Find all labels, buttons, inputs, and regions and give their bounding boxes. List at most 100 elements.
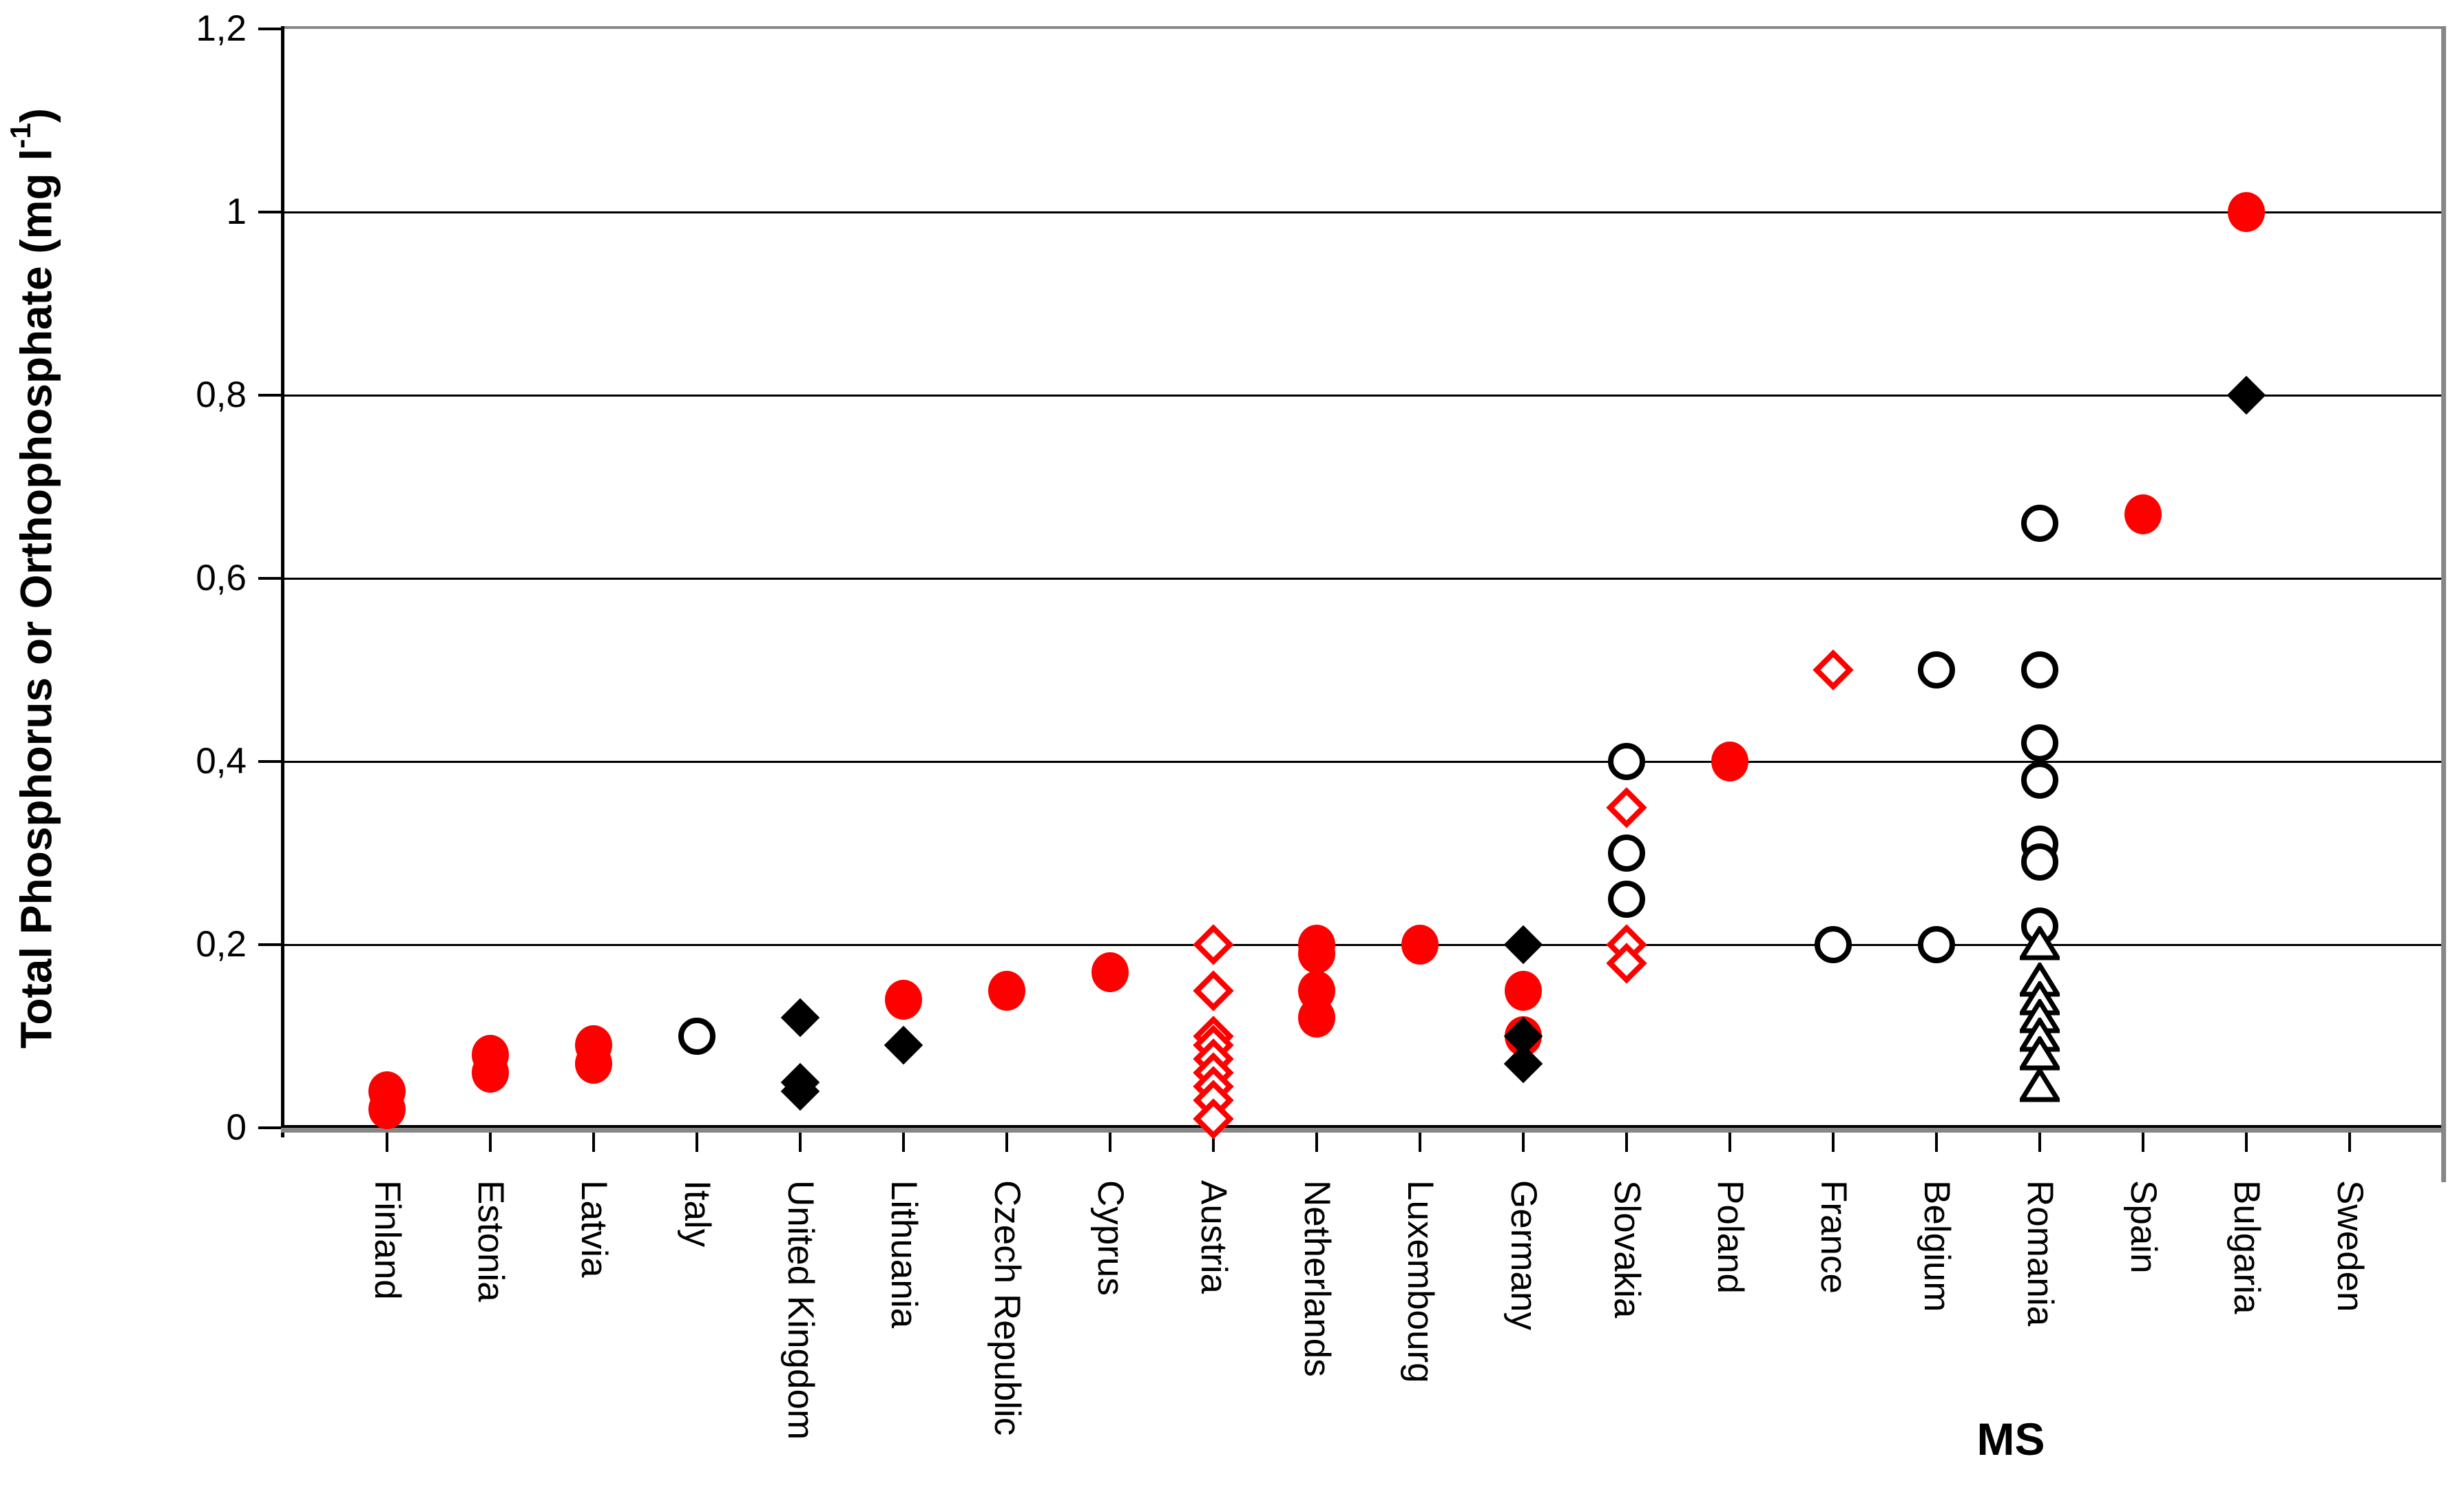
y-axis-title-superscript: -1 (4, 123, 36, 149)
marker-red-open-diamond (1193, 924, 1234, 965)
x-category-label-finland: Finland (367, 1180, 408, 1300)
marker-red-filled-circle (1401, 925, 1439, 965)
x-tick-mark (386, 1133, 388, 1152)
marker-black-open-triangle (2020, 926, 2060, 960)
x-tick-mark (2245, 1133, 2248, 1152)
x-tick-mark (1212, 1133, 1215, 1152)
marker-red-filled-circle (1298, 934, 1335, 974)
marker-red-filled-circle (368, 1089, 406, 1130)
marker-black-open-circle (2021, 724, 2058, 762)
y-tick-label: 0 (226, 1107, 247, 1148)
marker-red-filled-circle (472, 1053, 509, 1093)
y-tick-mark (258, 211, 281, 213)
x-category-label-czech-republic: Czech Republic (987, 1180, 1027, 1436)
marker-red-filled-circle (1298, 998, 1335, 1038)
marker-red-open-diamond (1193, 969, 1234, 1011)
x-tick-mark (1832, 1133, 1835, 1152)
y-tick-label: 0,2 (196, 924, 247, 965)
marker-black-filled-diamond (884, 1026, 923, 1065)
marker-black-open-triangle (2020, 1068, 2060, 1102)
x-category-label-germany: Germany (1503, 1180, 1544, 1330)
marker-red-filled-circle (885, 979, 922, 1020)
plot-area (258, 26, 2446, 1182)
x-tick-mark (696, 1133, 698, 1152)
marker-red-filled-circle (2124, 494, 2162, 534)
gridline-y-0.8 (284, 394, 2441, 397)
y-tick-mark (258, 943, 281, 946)
marker-black-filled-diamond (2226, 375, 2266, 415)
x-category-label-austria: Austria (1193, 1180, 1234, 1294)
y-axis-line (281, 26, 284, 1137)
marker-red-open-diamond (1812, 649, 1854, 691)
x-category-label-luxembourg: Luxembourg (1400, 1180, 1441, 1383)
y-tick-label: 0,8 (196, 375, 247, 415)
marker-black-open-circle (1918, 651, 1955, 689)
marker-red-filled-circle (1711, 742, 1748, 781)
y-tick-label: 1 (226, 191, 247, 232)
marker-red-filled-circle (1091, 952, 1129, 992)
marker-red-open-diamond (1606, 786, 1647, 828)
x-tick-mark (1315, 1133, 1318, 1152)
marker-black-open-circle (1918, 926, 1955, 963)
gridline-y-0.2 (284, 943, 2441, 946)
x-category-label-italy: Italy (677, 1180, 718, 1248)
x-category-label-estonia: Estonia (470, 1180, 511, 1302)
x-category-label-latvia: Latvia (574, 1180, 614, 1278)
plot-border-top (281, 26, 2446, 29)
y-tick-mark (258, 760, 281, 763)
x-category-label-bulgaria: Bulgaria (2226, 1180, 2267, 1314)
y-tick-label: 0,4 (196, 741, 247, 781)
marker-red-filled-circle (988, 970, 1025, 1011)
x-tick-mark (2038, 1133, 2041, 1152)
y-tick-mark (258, 394, 281, 397)
x-tick-mark (1625, 1133, 1628, 1152)
x-tick-mark (2348, 1133, 2351, 1152)
marker-black-open-circle (1608, 834, 1645, 872)
x-category-label-cyprus: Cyprus (1090, 1180, 1131, 1296)
marker-black-open-circle (1608, 880, 1645, 918)
x-tick-mark (1005, 1133, 1008, 1152)
x-tick-mark (489, 1133, 492, 1152)
marker-black-filled-diamond (1503, 925, 1543, 965)
marker-red-filled-circle (2228, 192, 2265, 232)
x-tick-mark (902, 1133, 905, 1152)
marker-black-open-circle (2021, 651, 2058, 689)
x-tick-mark (799, 1133, 802, 1152)
marker-black-open-circle (1815, 926, 1852, 963)
y-tick-mark (258, 577, 281, 580)
x-category-label-netherlands: Netherlands (1297, 1180, 1337, 1377)
marker-black-open-circle (2021, 505, 2058, 543)
x-category-label-sweden: Sweden (2330, 1180, 2370, 1312)
x-category-label-united-kingdom: United Kingdom (780, 1180, 821, 1440)
gridline-y-1 (284, 211, 2441, 213)
y-tick-label: 0,6 (196, 558, 247, 598)
y-tick-mark (258, 28, 281, 30)
x-category-label-romania: Romania (2020, 1180, 2060, 1327)
marker-black-open-circle (1608, 743, 1645, 780)
x-tick-mark (592, 1133, 595, 1152)
gridline-y-0.4 (284, 760, 2441, 763)
y-tick-label: 1,2 (196, 8, 247, 49)
marker-black-open-circle (2021, 761, 2058, 799)
y-axis-title-suffix: ) (11, 108, 61, 123)
x-tick-mark (1109, 1133, 1111, 1152)
marker-black-filled-diamond (780, 998, 820, 1038)
x-tick-mark (1935, 1133, 1938, 1152)
marker-red-filled-circle (575, 1043, 612, 1084)
x-tick-mark (1419, 1133, 1421, 1152)
x-tick-mark (2142, 1133, 2144, 1152)
marker-black-open-circle (2021, 843, 2058, 881)
x-axis-line (284, 1125, 2441, 1128)
gridline-y-0.6 (284, 577, 2441, 580)
marker-black-open-triangle (2020, 1036, 2060, 1071)
marker-black-open-circle (678, 1018, 715, 1055)
marker-red-filled-circle (1505, 970, 1542, 1011)
x-category-label-belgium: Belgium (1916, 1180, 1957, 1312)
x-category-label-lithuania: Lithuania (884, 1180, 924, 1329)
x-category-label-poland: Poland (1710, 1180, 1751, 1294)
x-category-label-france: France (1813, 1180, 1854, 1294)
x-axis-title: MS (1976, 1414, 2045, 1464)
x-tick-mark (1522, 1133, 1525, 1152)
x-category-label-slovakia: Slovakia (1607, 1180, 1647, 1319)
